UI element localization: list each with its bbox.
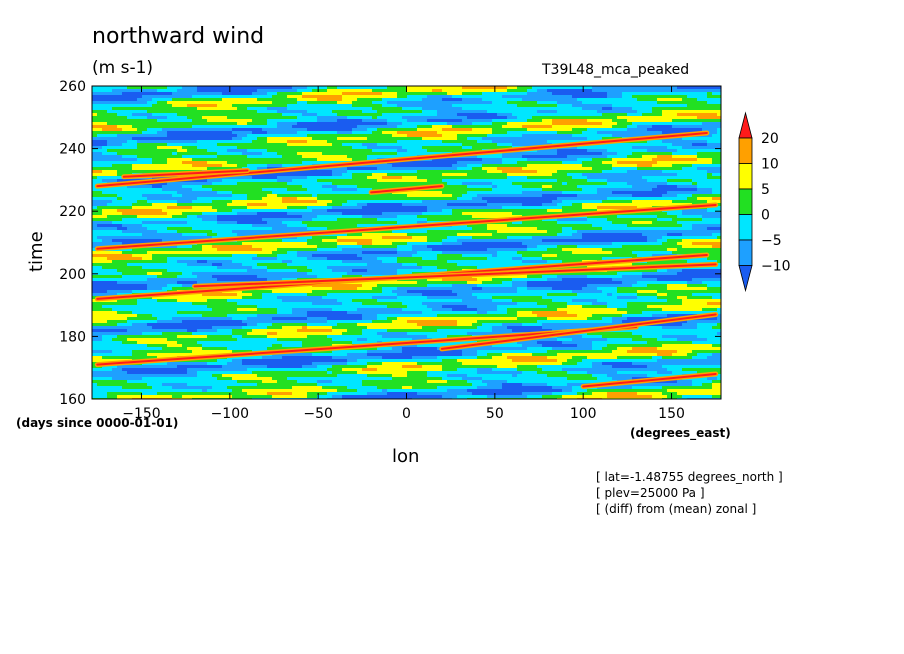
streak-core-3 [96, 203, 717, 250]
note-latitude: [ lat=-1.48755 degrees_north ] [596, 470, 783, 484]
colorbar-label-4: −5 [761, 233, 782, 249]
streak-core-4 [96, 131, 708, 188]
x-tick-label-6: 150 [658, 406, 685, 422]
x-tick-label-3: 0 [402, 406, 411, 422]
chart-units: (m s-1) [92, 58, 154, 78]
colorbar-label-0: 20 [761, 131, 779, 147]
y-axis-units: (days since 0000-01-01) [16, 416, 179, 430]
colorbar-label-1: 10 [761, 157, 779, 173]
colorbar-segment-4 [738, 239, 753, 266]
streak-core-7 [582, 372, 717, 388]
chart-title: northward wind [92, 24, 265, 49]
x-tick-label-5: 100 [570, 406, 597, 422]
colorbar-extend-low [738, 265, 753, 293]
colorbar-segment-3 [738, 214, 753, 241]
colorbar-label-3: 0 [761, 208, 770, 224]
y-tick-label-2: 200 [59, 267, 86, 283]
colorbar-segment-0 [738, 137, 753, 164]
streak-core-8 [440, 313, 717, 350]
colorbar-segment-1 [738, 163, 753, 190]
x-tick-label-2: −50 [303, 406, 333, 422]
x-tick-label-4: 50 [486, 406, 504, 422]
x-axis-label: lon [392, 446, 420, 467]
colorbar-label-5: −10 [761, 259, 791, 275]
run-label: T39L48_mca_peaked [542, 62, 690, 78]
y-axis-label: time [26, 231, 47, 272]
x-tick-label-0: −150 [122, 406, 160, 422]
x-axis-units: (degrees_east) [630, 426, 731, 440]
note-pressure-level: [ plev=25000 Pa ] [596, 486, 705, 500]
colorbar-segment-2 [738, 188, 753, 215]
y-tick-label-3: 220 [59, 204, 86, 220]
streak-core-2 [193, 263, 717, 288]
y-tick-label-0: 160 [59, 392, 86, 408]
streak-core-5 [122, 169, 249, 178]
y-tick-label-1: 180 [59, 329, 86, 345]
x-tick-label-1: −100 [211, 406, 249, 422]
colorbar-extend-high [738, 111, 753, 139]
colorbar-label-2: 5 [761, 182, 770, 198]
note-difference: [ (diff) from (mean) zonal ] [596, 502, 757, 516]
streak-core-6 [370, 185, 443, 194]
heatmap-cells [92, 86, 721, 399]
y-tick-label-4: 240 [59, 142, 86, 158]
y-tick-label-5: 260 [59, 79, 86, 95]
